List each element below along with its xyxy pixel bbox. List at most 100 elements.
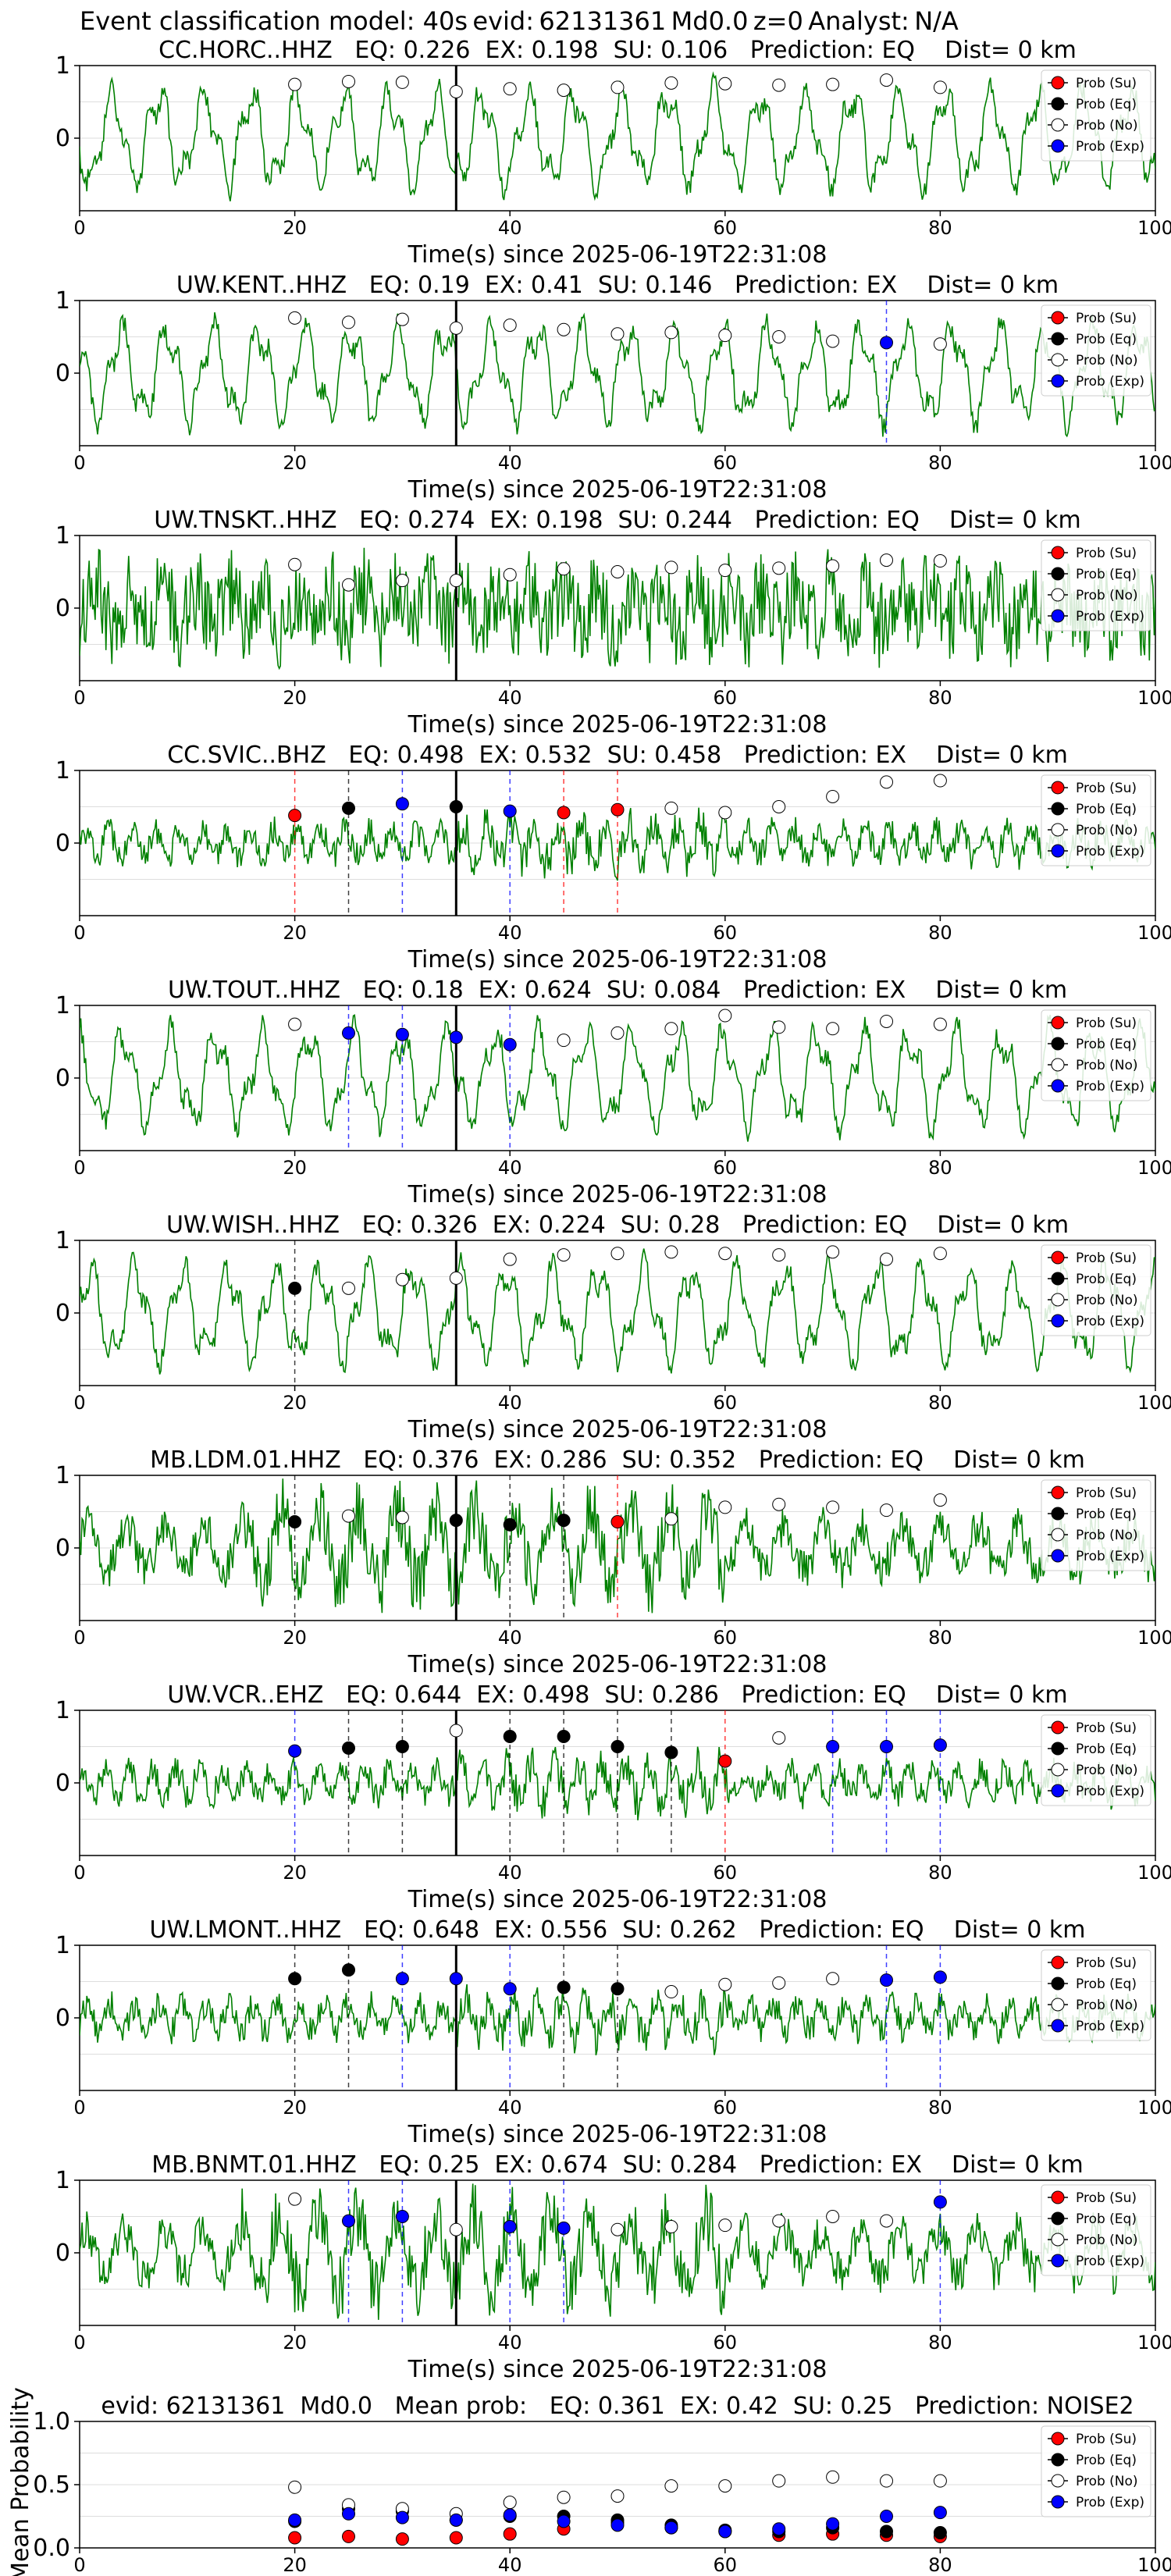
prob-marker-eq [395, 1740, 409, 1753]
figure-title: Event classification model: 40s evid: 6213… [80, 6, 959, 36]
station-panel-10: 0 20 40 60 80 100 0 1 MB.BNMT.01.HHZ EQ: 0.25 EX… [55, 2151, 1171, 2383]
legend-label-eq: Prob (Eq) [1076, 1742, 1137, 1757]
legend-label-eq: Prob (Eq) [1076, 2453, 1137, 2468]
panel-title: UW.WISH..HHZ EQ: 0.326 EX: 0.224 SU: 0.2… [166, 1212, 1069, 1239]
x-axis-label: Time(s) since 2025-06-19T22:31:08 [408, 1886, 828, 1913]
mean-marker-no [933, 2474, 947, 2488]
prob-marker-exp [880, 1740, 893, 1753]
x-tick-label: 100 [1137, 2097, 1171, 2119]
mean-marker-su [449, 2531, 463, 2545]
prob-marker-no [288, 77, 302, 91]
x-tick-label: 20 [283, 452, 307, 474]
legend-marker-eq [1051, 97, 1065, 111]
y-tick-label: 1 [55, 992, 70, 1019]
y-tick-label: 1 [55, 287, 70, 315]
prob-marker-exp [557, 2221, 571, 2235]
waveform-trace [80, 1014, 1155, 1142]
legend-marker-eq [1051, 332, 1065, 346]
legend-marker-no [1051, 118, 1065, 132]
prob-marker-no [395, 1510, 409, 1525]
x-axis-label: Time(s) since 2025-06-19T22:31:08 [408, 1651, 828, 1678]
prob-marker-exp [288, 1744, 302, 1758]
prob-marker-exp [933, 1970, 947, 1984]
x-tick-label: 100 [1137, 687, 1171, 709]
legend-box [1041, 539, 1151, 632]
legend-label-no: Prob (No) [1076, 2233, 1138, 2248]
panel-title: UW.KENT..HHZ EQ: 0.19 EX: 0.41 SU: 0.146… [176, 272, 1059, 299]
prob-marker-su [557, 806, 571, 820]
legend-label-exp: Prob (Exp) [1076, 609, 1144, 624]
prob-marker-no [610, 1026, 625, 1040]
prob-marker-no [610, 80, 625, 94]
legend-label-su: Prob (Su) [1076, 1251, 1137, 1266]
legend-label-eq: Prob (Eq) [1076, 1507, 1137, 1522]
legend-label-no: Prob (No) [1076, 823, 1138, 838]
x-tick-label: 0 [73, 2097, 85, 2119]
prob-marker-eq [342, 801, 355, 815]
x-tick-label: 60 [714, 2097, 738, 2119]
x-tick-label: 60 [714, 922, 738, 944]
mean-marker-exp [449, 2513, 463, 2527]
legend-marker-exp [1051, 1314, 1065, 1328]
y-tick-label: 0 [55, 2005, 70, 2032]
mean-marker-no [610, 2489, 625, 2503]
waveform-trace [80, 1248, 1155, 1375]
station-panel-6: 0 20 40 60 80 100 0 1 UW.WISH..HHZ EQ: 0.326 EX:… [55, 1212, 1171, 1443]
legend: Prob (Su) Prob (Eq) Prob (No) Prob (Exp) [1041, 2184, 1151, 2276]
legend-label-no: Prob (No) [1076, 1998, 1138, 2013]
y-tick-label: 1 [55, 1227, 70, 1254]
x-tick-label: 80 [928, 687, 952, 709]
y-tick-label: 1 [55, 757, 70, 785]
mean-marker-no [772, 2474, 786, 2488]
prob-marker-no [772, 78, 786, 92]
mean-marker-exp [826, 2517, 840, 2531]
prob-marker-no [342, 315, 355, 329]
legend-label-exp: Prob (Exp) [1076, 2019, 1144, 2034]
legend-label-exp: Prob (Exp) [1076, 374, 1144, 390]
mean-marker-eq [933, 2526, 947, 2540]
y-tick-label: 1 [55, 2167, 70, 2194]
mean-marker-exp [718, 2524, 732, 2539]
prob-marker-exp [395, 1972, 409, 1986]
legend-marker-eq [1051, 567, 1065, 581]
x-tick-label: 100 [1137, 2332, 1171, 2354]
mean-marker-exp [772, 2522, 786, 2536]
legend-label-su: Prob (Su) [1076, 546, 1137, 561]
prob-marker-no [826, 334, 840, 348]
prob-marker-no [772, 1497, 786, 1511]
mean-marker-no [718, 2479, 732, 2493]
x-axis-label: Time(s) since 2025-06-19T22:31:08 [408, 2356, 828, 2383]
x-tick-label: 0 [73, 2554, 85, 2576]
legend: Prob (Su) Prob (Eq) Prob (No) Prob (Exp) [1041, 1479, 1151, 1571]
legend-label-eq: Prob (Eq) [1076, 1976, 1137, 1992]
legend-marker-su [1051, 546, 1065, 560]
x-tick-label: 0 [73, 1157, 85, 1179]
prob-marker-no [449, 1271, 463, 1285]
mean-marker-no [826, 2470, 840, 2484]
prob-marker-no [664, 801, 678, 815]
prob-marker-no [826, 2210, 840, 2223]
prob-marker-eq [503, 1517, 517, 1532]
legend: Prob (Su) Prob (Eq) Prob (No) Prob (Exp) [1041, 539, 1151, 632]
prob-marker-no [772, 2214, 786, 2228]
x-tick-label: 80 [928, 922, 952, 944]
prob-marker-no [772, 1976, 786, 1990]
prob-marker-exp [395, 2210, 409, 2223]
legend-marker-exp [1051, 374, 1065, 388]
prob-marker-no [772, 1020, 786, 1034]
x-tick-label: 100 [1137, 1862, 1171, 1884]
prob-marker-no [718, 2218, 732, 2233]
legend-label-no: Prob (No) [1076, 2474, 1138, 2489]
legend-label-eq: Prob (Eq) [1076, 1272, 1137, 1287]
x-tick-label: 40 [498, 2332, 522, 2354]
prob-marker-exp [933, 2195, 947, 2209]
station-panel-7: 0 20 40 60 80 100 0 1 MB.LDM.01.HHZ EQ: 0.376 EX… [55, 1446, 1171, 1678]
legend: Prob (Su) Prob (Eq) Prob (No) Prob (Exp) [1041, 1714, 1151, 1806]
prob-marker-no [718, 1009, 732, 1023]
x-tick-label: 80 [928, 2554, 952, 2576]
prob-marker-exp [395, 797, 409, 811]
mean-marker-exp [557, 2514, 571, 2528]
prob-marker-no [718, 806, 732, 820]
prob-marker-no [395, 312, 409, 326]
legend-label-su: Prob (Su) [1076, 76, 1137, 91]
